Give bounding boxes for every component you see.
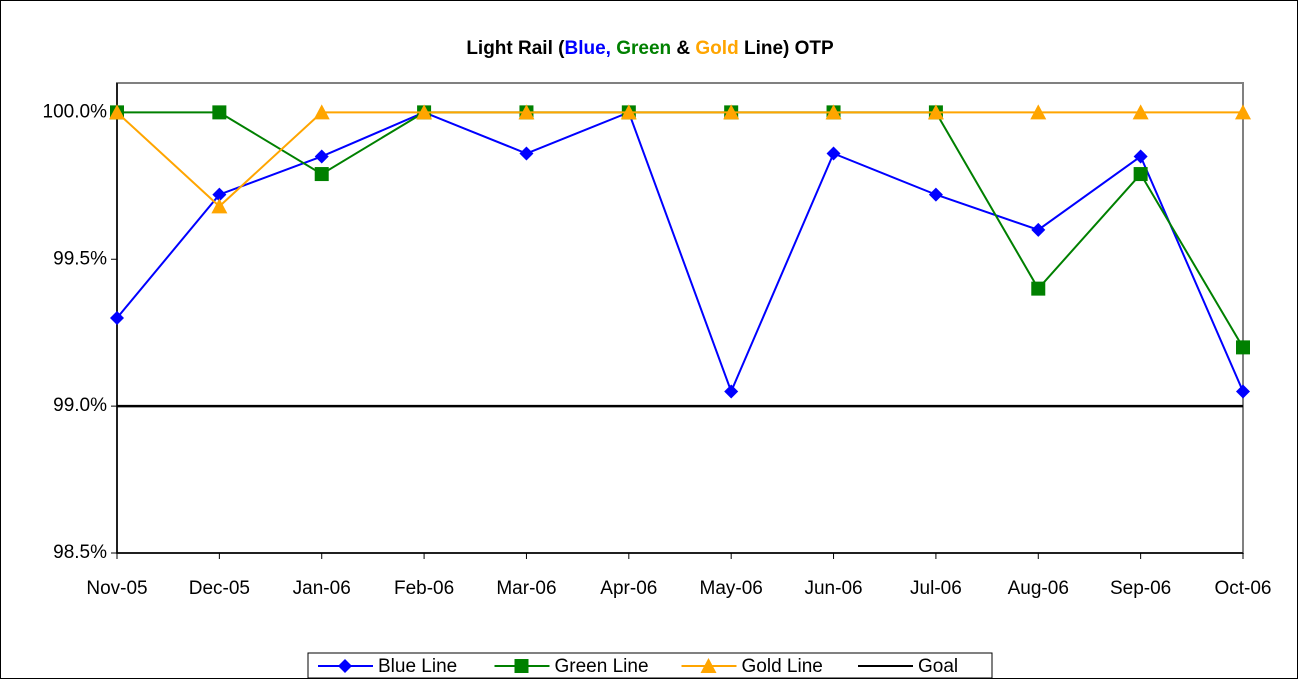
legend-label: Goal bbox=[918, 656, 958, 677]
marker bbox=[211, 198, 228, 214]
x-tick-label: Mar-06 bbox=[496, 578, 556, 599]
title-part: Line) OTP bbox=[739, 38, 834, 59]
marker bbox=[212, 187, 227, 202]
marker bbox=[1236, 384, 1250, 399]
marker bbox=[1031, 281, 1046, 296]
x-tick-label: May-06 bbox=[700, 578, 763, 599]
legend-label: Gold Line bbox=[742, 656, 823, 677]
marker bbox=[519, 146, 534, 161]
x-tick-label: Aug-06 bbox=[1008, 578, 1069, 599]
x-tick-label: Dec-05 bbox=[189, 578, 250, 599]
marker bbox=[1133, 149, 1148, 164]
y-tick-label: 99.5% bbox=[53, 248, 107, 269]
chart-title: Light Rail (Blue, Green & Gold Line) OTP bbox=[466, 38, 834, 59]
marker bbox=[338, 659, 352, 673]
marker bbox=[724, 384, 739, 399]
legend-label: Blue Line bbox=[378, 656, 457, 677]
y-tick-label: 98.5% bbox=[53, 542, 107, 563]
y-tick-label: 99.0% bbox=[53, 395, 107, 416]
marker bbox=[212, 105, 227, 120]
x-tick-label: Apr-06 bbox=[600, 578, 657, 599]
marker bbox=[518, 104, 535, 120]
marker bbox=[514, 659, 529, 673]
marker bbox=[314, 167, 329, 182]
marker bbox=[723, 104, 740, 120]
x-tick-label: Jun-06 bbox=[804, 578, 862, 599]
marker bbox=[416, 104, 433, 120]
marker bbox=[109, 104, 125, 120]
marker bbox=[825, 104, 842, 120]
marker bbox=[1236, 340, 1250, 355]
marker bbox=[1031, 222, 1046, 237]
marker bbox=[826, 146, 841, 161]
marker bbox=[110, 311, 124, 325]
marker bbox=[314, 149, 329, 164]
series-line bbox=[116, 111, 1243, 208]
marker bbox=[620, 104, 637, 120]
x-tick-label: Sep-06 bbox=[1110, 578, 1171, 599]
title-part: Light Rail ( bbox=[466, 38, 565, 59]
marker bbox=[1132, 104, 1149, 120]
marker bbox=[1030, 104, 1047, 120]
y-tick-label: 100.0% bbox=[43, 101, 108, 122]
x-tick-label: Jul-06 bbox=[910, 578, 962, 599]
legend-label: Green Line bbox=[555, 656, 649, 677]
plot-area bbox=[116, 82, 1244, 554]
marker bbox=[928, 187, 943, 202]
marker bbox=[927, 104, 944, 120]
x-tick-label: Jan-06 bbox=[293, 578, 351, 599]
title-part: & bbox=[671, 38, 695, 59]
marker bbox=[1133, 167, 1148, 182]
marker bbox=[700, 658, 717, 673]
title-part: Green bbox=[611, 38, 671, 59]
x-tick-label: Feb-06 bbox=[394, 578, 454, 599]
marker bbox=[313, 104, 330, 120]
x-tick-label: Nov-05 bbox=[86, 578, 147, 599]
x-tick-label: Oct-06 bbox=[1214, 578, 1271, 599]
title-part: Gold bbox=[695, 38, 738, 59]
marker bbox=[1235, 104, 1251, 120]
title-part: Blue, bbox=[564, 38, 610, 59]
